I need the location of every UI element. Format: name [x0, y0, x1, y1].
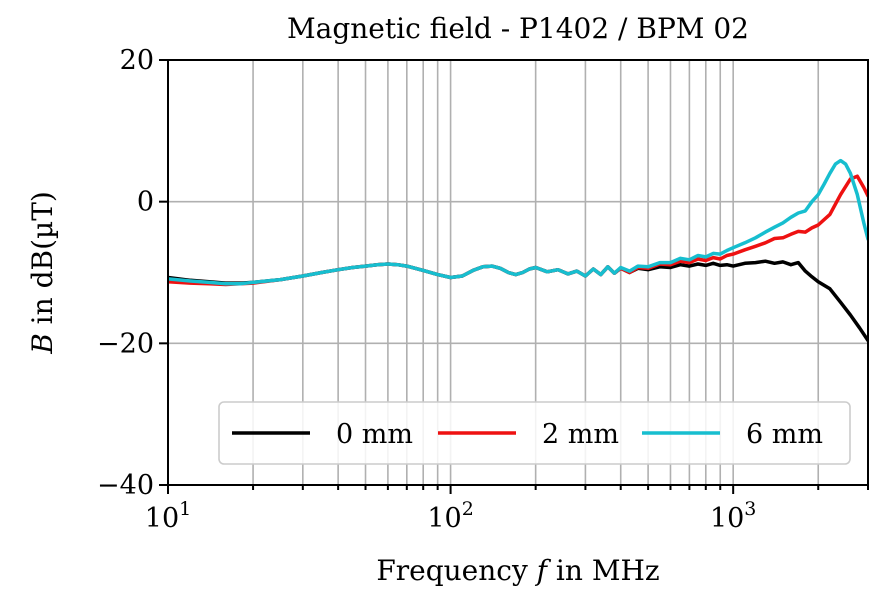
legend: 0 mm 2 mm 6 mm — [218, 401, 851, 465]
x-axis-label: Frequency f in MHz — [376, 554, 659, 587]
plot-frame — [167, 59, 869, 486]
plot-series — [168, 158, 868, 343]
x-tick-label-exponent: 3 — [744, 498, 756, 520]
legend-box — [218, 401, 851, 465]
chart-title: Magnetic field - P1402 / BPM 02 — [287, 12, 749, 45]
x-axis-label-part: Frequency — [376, 554, 536, 587]
x-tick-label-base: 10 — [710, 503, 744, 534]
y-axis-label-unit: in dB(µT) — [26, 191, 59, 333]
y-axis-label-variable: B — [26, 333, 59, 355]
legend-label: 6 mm — [746, 419, 823, 450]
x-tick-label: 101 — [145, 498, 191, 534]
y-axis-label: B in dB(µT) — [26, 191, 59, 355]
x-tick-label-exponent: 1 — [179, 498, 191, 520]
y-tick-label: 20 — [120, 45, 154, 76]
legend-label: 2 mm — [542, 419, 619, 450]
x-tick-label-base: 10 — [145, 503, 179, 534]
y-tick-label: −20 — [97, 328, 154, 359]
series-line — [168, 174, 868, 287]
x-axis-label-unit: in MHz — [547, 554, 660, 587]
y-tick-label: −40 — [97, 470, 154, 501]
legend-label: 0 mm — [336, 419, 413, 450]
x-tick-label: 103 — [710, 498, 756, 534]
x-tick-label-exponent: 2 — [462, 498, 474, 520]
series-line — [168, 158, 868, 286]
y-tick-label: 0 — [137, 187, 154, 218]
x-tick-label-base: 10 — [427, 503, 461, 534]
x-tick-label: 102 — [427, 498, 473, 534]
